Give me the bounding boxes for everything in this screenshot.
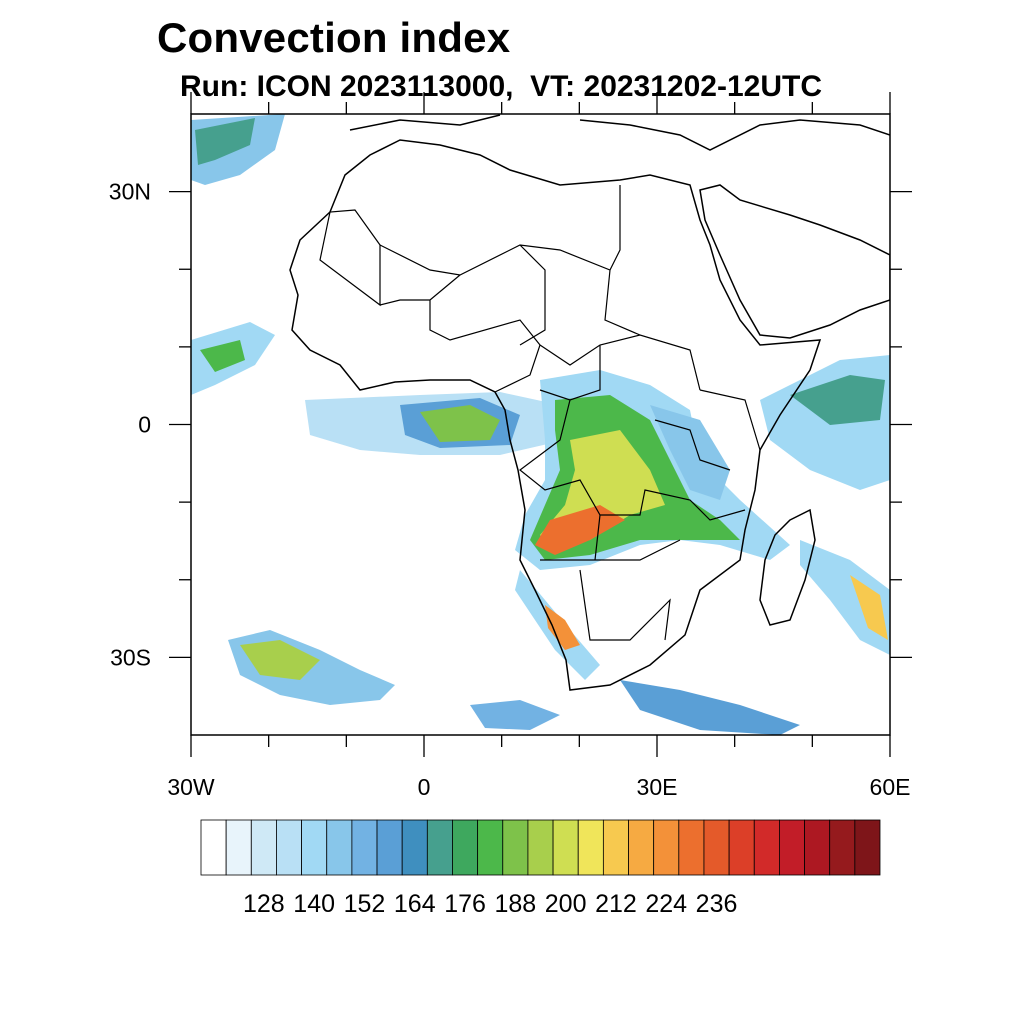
axis-labels: 30W 0 30E 60E 30N 0 30S (109, 179, 911, 800)
colorbar-label: 128 (243, 890, 285, 918)
colorbar-bin (200, 819, 227, 876)
colorbar-bin (225, 819, 252, 876)
colorbar-bin (301, 819, 328, 876)
colorbar-label: 152 (344, 890, 386, 918)
colorbar: 128 140 152 164 176 188 200 212 224 236 (200, 819, 881, 918)
field-west-10n-core (200, 340, 245, 372)
colorbar-bin (250, 819, 277, 876)
field-indian-ocean (760, 355, 890, 490)
colorbar-bin (779, 819, 805, 876)
axis-ticks (169, 92, 912, 757)
colorbar-bin (401, 819, 428, 876)
lat-tick-label: 0 (138, 412, 151, 438)
colorbar-bin (351, 819, 378, 876)
colorbar-bin (552, 819, 579, 876)
colorbar-label: 164 (394, 890, 436, 918)
colorbar-bin (502, 819, 529, 876)
chart-subtitle: Run: ICON 2023113000, VT: 20231202-12UTC (180, 70, 822, 103)
field-south-atlantic-core (240, 640, 320, 680)
colorbar-label: 212 (595, 890, 637, 918)
colorbar-bin (628, 819, 655, 876)
field-indian-ocean-core (790, 375, 885, 425)
lon-tick-label: 30W (167, 774, 215, 800)
colorbar-bin (602, 819, 629, 876)
field-east-africa (650, 405, 730, 500)
colorbar-bin (326, 819, 353, 876)
field-south-band (470, 700, 560, 730)
field-namibia-core (545, 605, 580, 650)
chart-title: Convection index (157, 14, 511, 61)
madagascar-coastline (759, 508, 816, 626)
colorbar-label: 188 (494, 890, 536, 918)
border-lines (319, 185, 761, 641)
colorbar-label: 224 (645, 890, 687, 918)
colorbar-bin (276, 819, 302, 876)
colorbar-bin (854, 819, 881, 876)
colorbar-bin (728, 819, 755, 876)
colorbar-bin (703, 819, 730, 876)
colorbar-bin (477, 819, 504, 876)
field-congo-hot (535, 505, 625, 555)
field-se-band (620, 680, 800, 735)
country-borders (319, 185, 761, 641)
colorbar-label: 200 (545, 890, 587, 918)
field-gulf-band-core (420, 405, 500, 442)
colorbar-bin (829, 819, 856, 876)
coastlines (289, 114, 890, 691)
mediterranean-coast (349, 114, 890, 151)
arabia-coastline (699, 184, 890, 339)
colorbar-bin (426, 819, 453, 876)
colorbar-bin (678, 819, 705, 876)
lon-tick-label: 0 (418, 774, 431, 800)
colorbar-bin (376, 819, 403, 876)
colorbar-bin (577, 819, 604, 876)
lon-tick-label: 30E (637, 774, 678, 800)
field-sw-indian-core (850, 575, 888, 640)
colorbar-label: 176 (444, 890, 486, 918)
colorbar-bin (452, 819, 479, 876)
africa-coastline (289, 139, 822, 691)
field-nw-core (195, 118, 255, 165)
lon-tick-label: 60E (870, 774, 911, 800)
lat-tick-label: 30N (109, 179, 151, 205)
colorbar-label: 236 (696, 890, 738, 918)
colorbar-bin (527, 819, 554, 876)
colorbar-label: 140 (293, 890, 335, 918)
colorbar-bin (804, 819, 831, 876)
lat-tick-label: 30S (110, 644, 151, 670)
colorbar-bin (753, 819, 780, 876)
convection-field (191, 114, 890, 735)
colorbar-bin (653, 819, 680, 876)
